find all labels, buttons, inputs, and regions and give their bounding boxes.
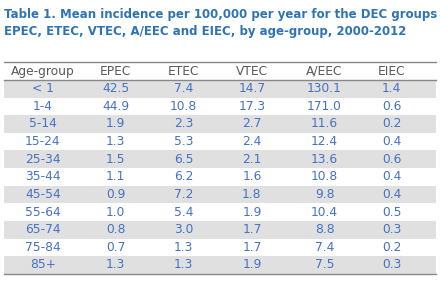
Text: 7.4: 7.4 <box>315 241 334 254</box>
Text: 0.9: 0.9 <box>106 188 125 201</box>
Text: 5.4: 5.4 <box>174 206 194 218</box>
Text: 1.3: 1.3 <box>106 258 125 271</box>
Bar <box>4 98 436 115</box>
Text: 2.4: 2.4 <box>242 135 262 148</box>
Text: 7.5: 7.5 <box>315 258 334 271</box>
Text: A/EEC: A/EEC <box>306 65 343 78</box>
Text: 6.2: 6.2 <box>174 170 194 183</box>
Text: 1.6: 1.6 <box>242 170 262 183</box>
Text: 1.3: 1.3 <box>106 135 125 148</box>
Text: EPEC: EPEC <box>100 65 131 78</box>
Text: 0.8: 0.8 <box>106 223 125 236</box>
Bar <box>4 80 436 98</box>
Text: 42.5: 42.5 <box>102 82 129 95</box>
Text: 1-4: 1-4 <box>33 100 53 113</box>
Text: 55-64: 55-64 <box>25 206 61 218</box>
Text: 130.1: 130.1 <box>307 82 342 95</box>
Text: 0.2: 0.2 <box>382 117 401 130</box>
Text: < 1: < 1 <box>32 82 54 95</box>
Text: 3.0: 3.0 <box>174 223 194 236</box>
Text: EIEC: EIEC <box>378 65 405 78</box>
Text: 1.8: 1.8 <box>242 188 262 201</box>
Text: 1.3: 1.3 <box>174 258 194 271</box>
Bar <box>4 186 436 203</box>
Text: 1.3: 1.3 <box>174 241 194 254</box>
Text: 2.3: 2.3 <box>174 117 194 130</box>
Bar <box>4 239 436 256</box>
Bar <box>4 115 436 133</box>
Text: 35-44: 35-44 <box>25 170 61 183</box>
Text: 65-74: 65-74 <box>25 223 61 236</box>
Text: 1.7: 1.7 <box>242 223 262 236</box>
Text: 1.7: 1.7 <box>242 241 262 254</box>
Text: 0.4: 0.4 <box>382 188 401 201</box>
Text: 6.5: 6.5 <box>174 153 194 166</box>
Text: Table 1. Mean incidence per 100,000 per year for the DEC groups
EPEC, ETEC, VTEC: Table 1. Mean incidence per 100,000 per … <box>4 8 438 38</box>
Text: 85+: 85+ <box>30 258 56 271</box>
Text: 2.7: 2.7 <box>242 117 262 130</box>
Bar <box>4 133 436 150</box>
Text: 1.9: 1.9 <box>242 258 262 271</box>
Text: 45-54: 45-54 <box>25 188 61 201</box>
Text: 1.0: 1.0 <box>106 206 125 218</box>
Text: 25-34: 25-34 <box>25 153 61 166</box>
Text: 1.5: 1.5 <box>106 153 125 166</box>
Text: 7.4: 7.4 <box>174 82 194 95</box>
Text: 13.6: 13.6 <box>311 153 338 166</box>
Text: 15-24: 15-24 <box>25 135 61 148</box>
Text: 1.1: 1.1 <box>106 170 125 183</box>
Text: 8.8: 8.8 <box>315 223 334 236</box>
Text: 0.3: 0.3 <box>382 223 401 236</box>
Text: 9.8: 9.8 <box>315 188 334 201</box>
Text: 11.6: 11.6 <box>311 117 338 130</box>
Text: 171.0: 171.0 <box>307 100 342 113</box>
Bar <box>4 150 436 168</box>
Text: 14.7: 14.7 <box>238 82 265 95</box>
Text: 0.4: 0.4 <box>382 135 401 148</box>
Text: 7.2: 7.2 <box>174 188 194 201</box>
Text: 10.8: 10.8 <box>311 170 338 183</box>
Bar <box>4 256 436 274</box>
Bar <box>4 168 436 186</box>
Text: 12.4: 12.4 <box>311 135 338 148</box>
Text: 10.8: 10.8 <box>170 100 197 113</box>
Text: 0.5: 0.5 <box>382 206 401 218</box>
Text: 5-14: 5-14 <box>29 117 57 130</box>
Text: 10.4: 10.4 <box>311 206 338 218</box>
Text: 0.3: 0.3 <box>382 258 401 271</box>
Text: 17.3: 17.3 <box>238 100 265 113</box>
Text: 44.9: 44.9 <box>102 100 129 113</box>
Text: 1.4: 1.4 <box>382 82 401 95</box>
Text: Age-group: Age-group <box>11 65 75 78</box>
Text: VTEC: VTEC <box>236 65 268 78</box>
Bar <box>4 221 436 239</box>
Text: 0.4: 0.4 <box>382 170 401 183</box>
Text: 5.3: 5.3 <box>174 135 194 148</box>
Text: 0.6: 0.6 <box>382 100 401 113</box>
Text: 0.2: 0.2 <box>382 241 401 254</box>
Text: 75-84: 75-84 <box>25 241 61 254</box>
Text: 2.1: 2.1 <box>242 153 262 166</box>
Text: 1.9: 1.9 <box>242 206 262 218</box>
Text: ETEC: ETEC <box>168 65 199 78</box>
Text: 0.7: 0.7 <box>106 241 125 254</box>
Text: 1.9: 1.9 <box>106 117 125 130</box>
Text: 0.6: 0.6 <box>382 153 401 166</box>
Bar <box>4 203 436 221</box>
